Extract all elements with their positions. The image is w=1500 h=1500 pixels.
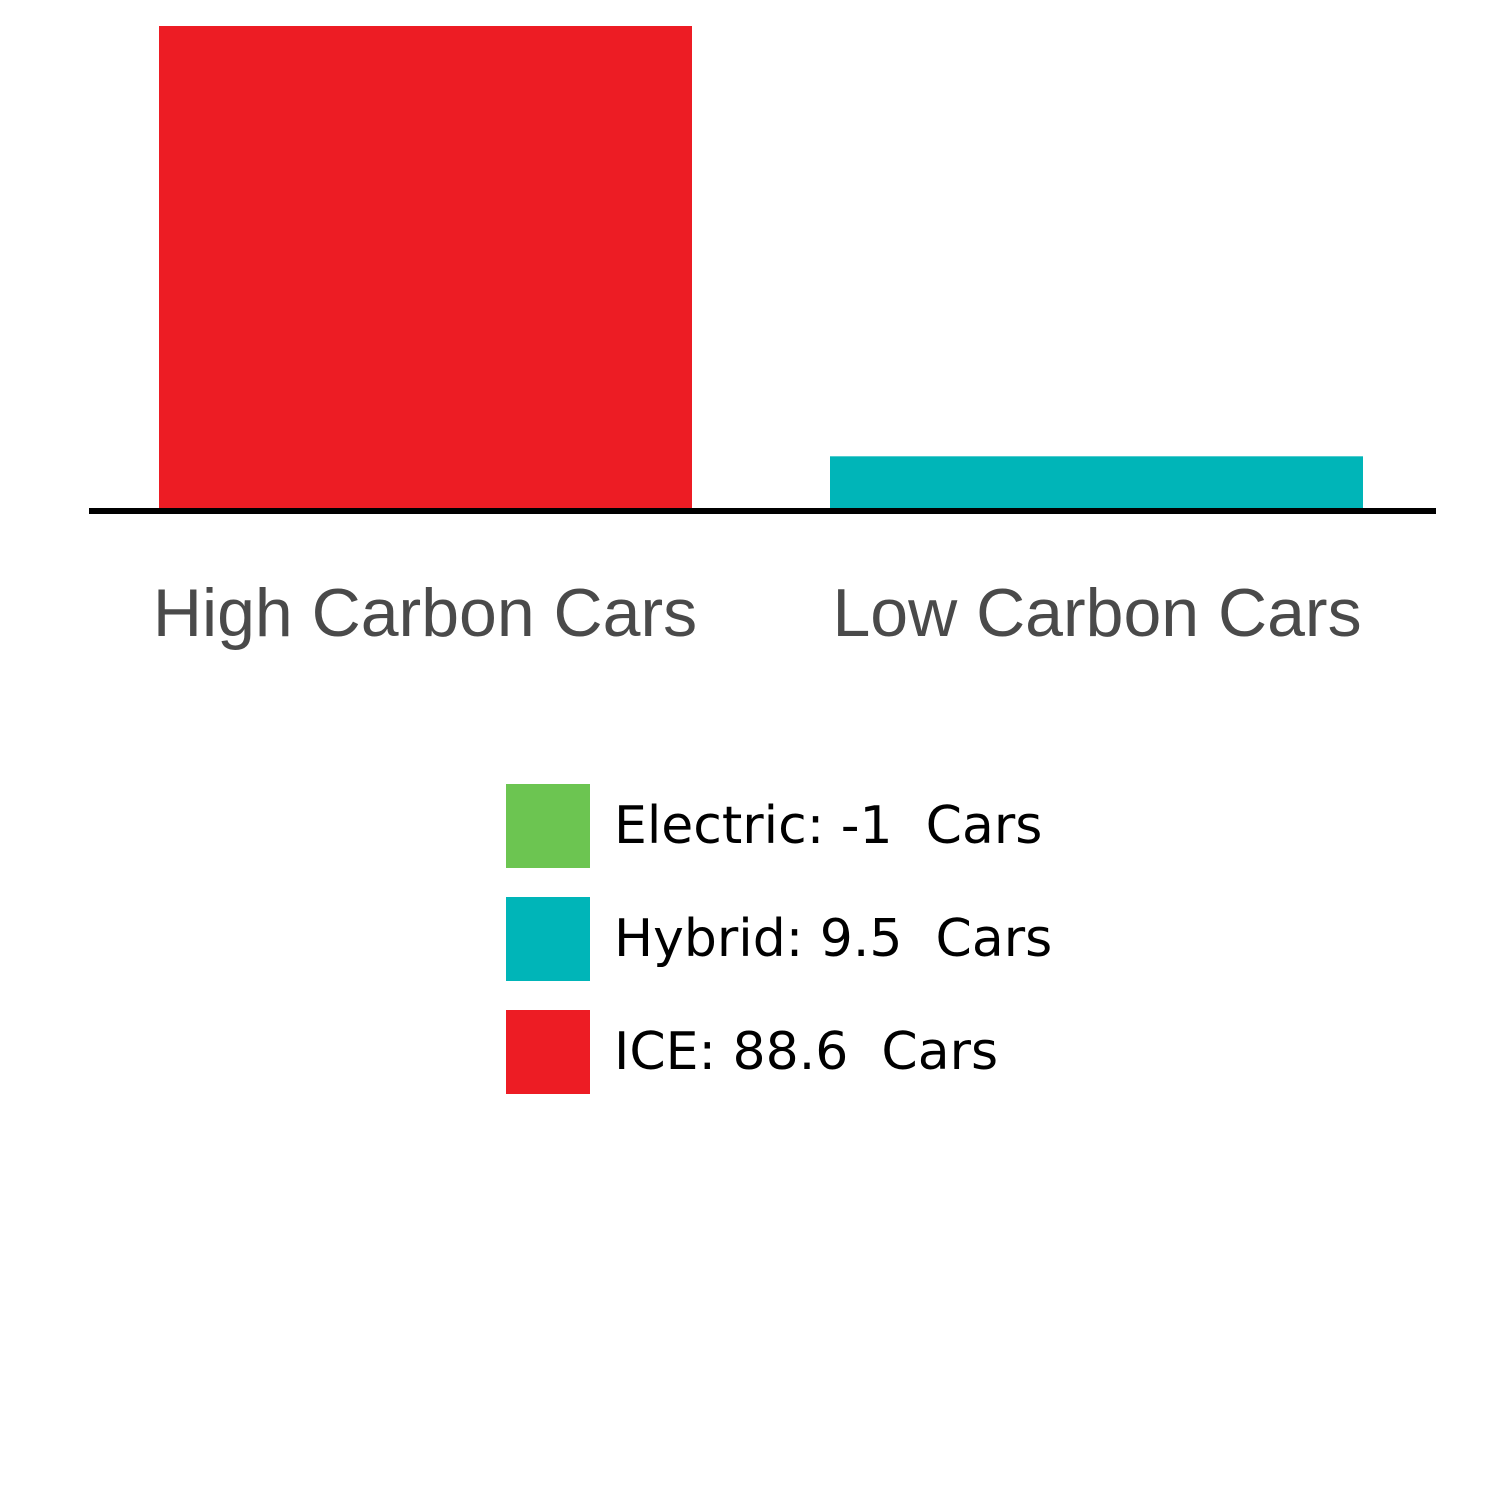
legend: Electric: -1 Cars Hybrid: 9.5 Cars ICE: …	[506, 784, 1052, 1123]
bar-ice-high-carbon	[159, 26, 692, 508]
legend-label-hybrid: Hybrid: 9.5 Cars	[614, 909, 1053, 969]
legend-swatch-ice	[506, 1010, 590, 1094]
legend-item-ice: ICE: 88.6 Cars	[506, 1010, 1052, 1094]
category-labels: High Carbon Cars Low Carbon Cars	[153, 575, 1362, 651]
category-label-low-carbon: Low Carbon Cars	[832, 575, 1361, 651]
legend-label-ice: ICE: 88.6 Cars	[614, 1022, 999, 1082]
legend-item-electric: Electric: -1 Cars	[506, 784, 1052, 868]
legend-item-hybrid: Hybrid: 9.5 Cars	[506, 897, 1052, 981]
legend-swatch-hybrid	[506, 897, 590, 981]
category-label-high-carbon: High Carbon Cars	[153, 575, 697, 651]
bar-hybrid-low-carbon	[830, 456, 1363, 508]
legend-swatch-electric	[506, 784, 590, 868]
bars-group	[159, 26, 1363, 508]
legend-label-electric: Electric: -1 Cars	[614, 796, 1043, 856]
